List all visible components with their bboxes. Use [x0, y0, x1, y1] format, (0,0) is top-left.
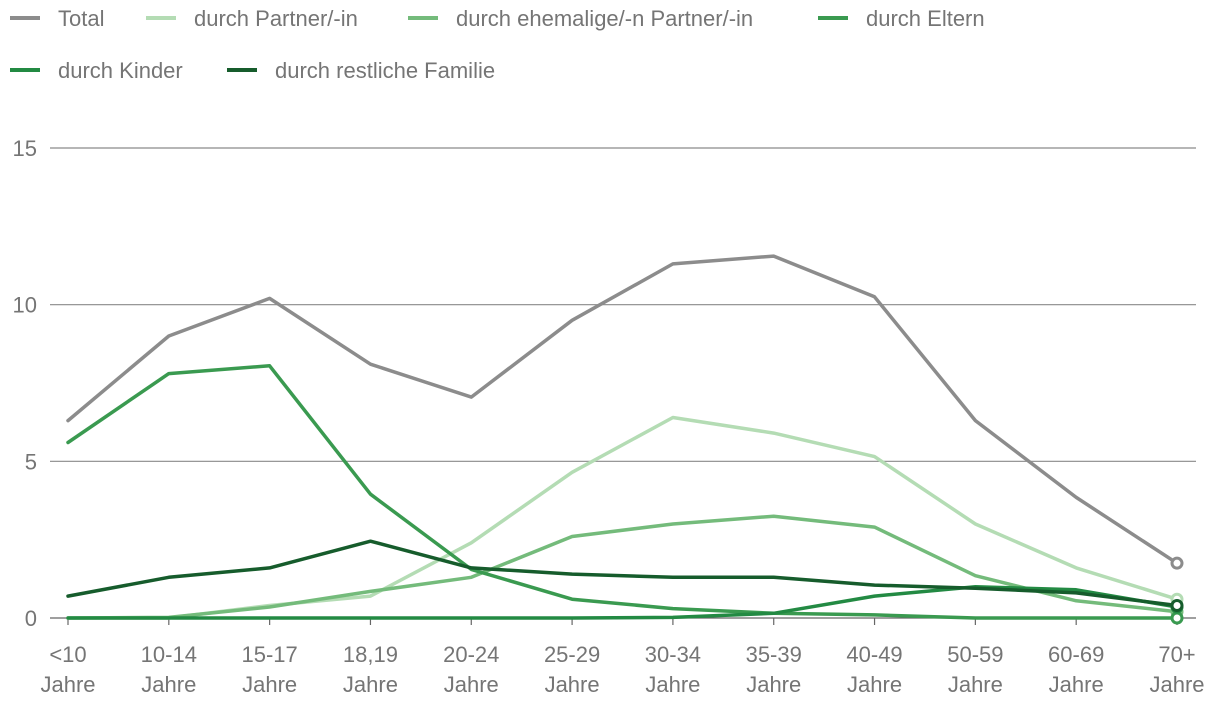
x-tick-label-line2: Jahre [746, 672, 801, 697]
y-axis: 0 5 10 15 [13, 136, 37, 631]
chart-gridlines [50, 147, 1196, 619]
legend-item: durch ehemalige/-n Partner/-in [408, 6, 753, 31]
x-tick-label-line2: Jahre [343, 672, 398, 697]
y-tick-label: 0 [25, 606, 37, 631]
series-end-marker [1170, 598, 1184, 612]
x-tick-label: 20-24 [443, 642, 499, 667]
series-line [66, 539, 1179, 608]
x-tick-label-line2: Jahre [1049, 672, 1104, 697]
legend-label: durch restliche Familie [275, 58, 495, 83]
x-tick-label-line2: Jahre [645, 672, 700, 697]
series-line [66, 584, 1179, 620]
legend-item: durch Partner/-in [146, 6, 358, 31]
x-tick-label: 15-17 [241, 642, 297, 667]
x-tick-label: <10 [49, 642, 86, 667]
legend-label: durch Eltern [866, 6, 985, 31]
y-tick-label: 15 [13, 136, 37, 161]
y-tick-label: 5 [25, 449, 37, 474]
x-axis: <10 Jahre 10-14 Jahre 15-17 Jahre 18,19 Jahre 20… [40, 618, 1205, 697]
x-tick-label: 30-34 [645, 642, 701, 667]
x-tick-label-line2: Jahre [242, 672, 297, 697]
x-tick-label: 60-69 [1048, 642, 1104, 667]
x-tick-label-line2: Jahre [40, 672, 95, 697]
x-tick-label: 25-29 [544, 642, 600, 667]
chart-series [66, 254, 1184, 625]
chart-legend: Total durch Partner/-in durch ehemalige/-n… [10, 6, 985, 83]
series-line [66, 364, 1179, 620]
legend-label: durch Kinder [58, 58, 183, 83]
legend-item: durch Kinder [10, 58, 183, 83]
legend-item: durch Eltern [818, 6, 985, 31]
x-tick-label: 50-59 [947, 642, 1003, 667]
series-line [66, 254, 1179, 565]
x-tick-label: 10-14 [141, 642, 197, 667]
legend-label: durch ehemalige/-n Partner/-in [456, 6, 753, 31]
y-tick-label: 10 [13, 293, 37, 318]
x-tick-label-line2: Jahre [141, 672, 196, 697]
series-end-marker [1170, 611, 1184, 625]
x-tick-label-line2: Jahre [444, 672, 499, 697]
series-end-marker [1170, 556, 1184, 570]
legend-label: Total [58, 6, 104, 31]
x-tick-label-line2: Jahre [948, 672, 1003, 697]
legend-label: durch Partner/-in [194, 6, 358, 31]
x-tick-label-line2: Jahre [847, 672, 902, 697]
legend-item: Total [10, 6, 104, 31]
x-tick-label-line2: Jahre [1149, 672, 1204, 697]
x-tick-label: 70+ [1158, 642, 1195, 667]
legend-item: durch restliche Familie [227, 58, 495, 83]
series-line [66, 514, 1179, 620]
x-tick-label-line2: Jahre [545, 672, 600, 697]
x-tick-label: 40-49 [846, 642, 902, 667]
x-tick-label: 18,19 [343, 642, 398, 667]
x-tick-label: 35-39 [746, 642, 802, 667]
